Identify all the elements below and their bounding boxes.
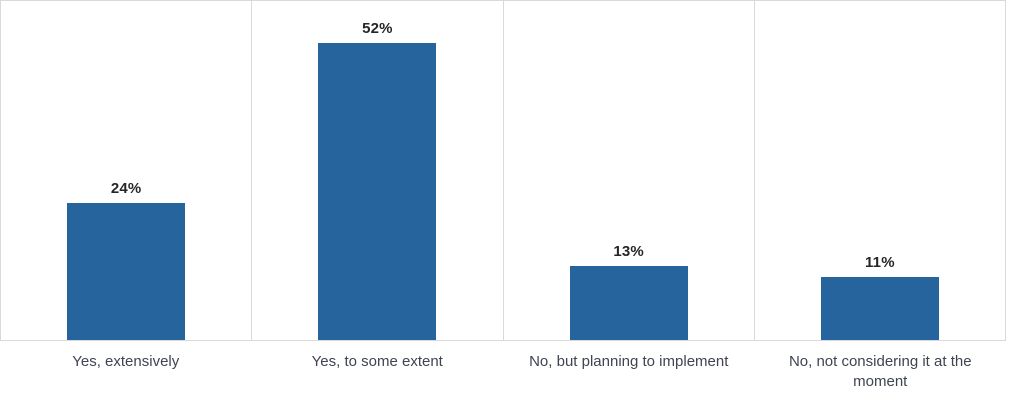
value-label: 13% [613, 243, 644, 260]
category-label: Yes, to some extent [311, 353, 443, 370]
x-axis-category-labels: Yes, extensively Yes, to some extent No,… [0, 352, 1006, 392]
bar-no-but-planning [569, 266, 688, 340]
value-label: 52% [362, 20, 393, 37]
category-band-yes-extensively: 24% [1, 1, 251, 340]
value-label: 11% [864, 254, 895, 271]
category-band-no-not-considering: 11% [753, 1, 1005, 340]
category-label: No, not considering it at the moment [788, 353, 972, 390]
category-label: Yes, extensively [72, 353, 180, 370]
category-band-yes-to-some-extent: 52% [251, 1, 502, 340]
bar-yes-to-some-extent [318, 43, 437, 340]
bar-no-not-considering [820, 277, 939, 340]
bar-yes-extensively [67, 203, 186, 340]
value-label: 24% [110, 180, 142, 197]
category-label: No, but planning to implement [529, 353, 729, 370]
category-band-no-but-planning: 13% [502, 1, 754, 340]
plot-area: 24% 52% 13% 11% [0, 0, 1006, 341]
